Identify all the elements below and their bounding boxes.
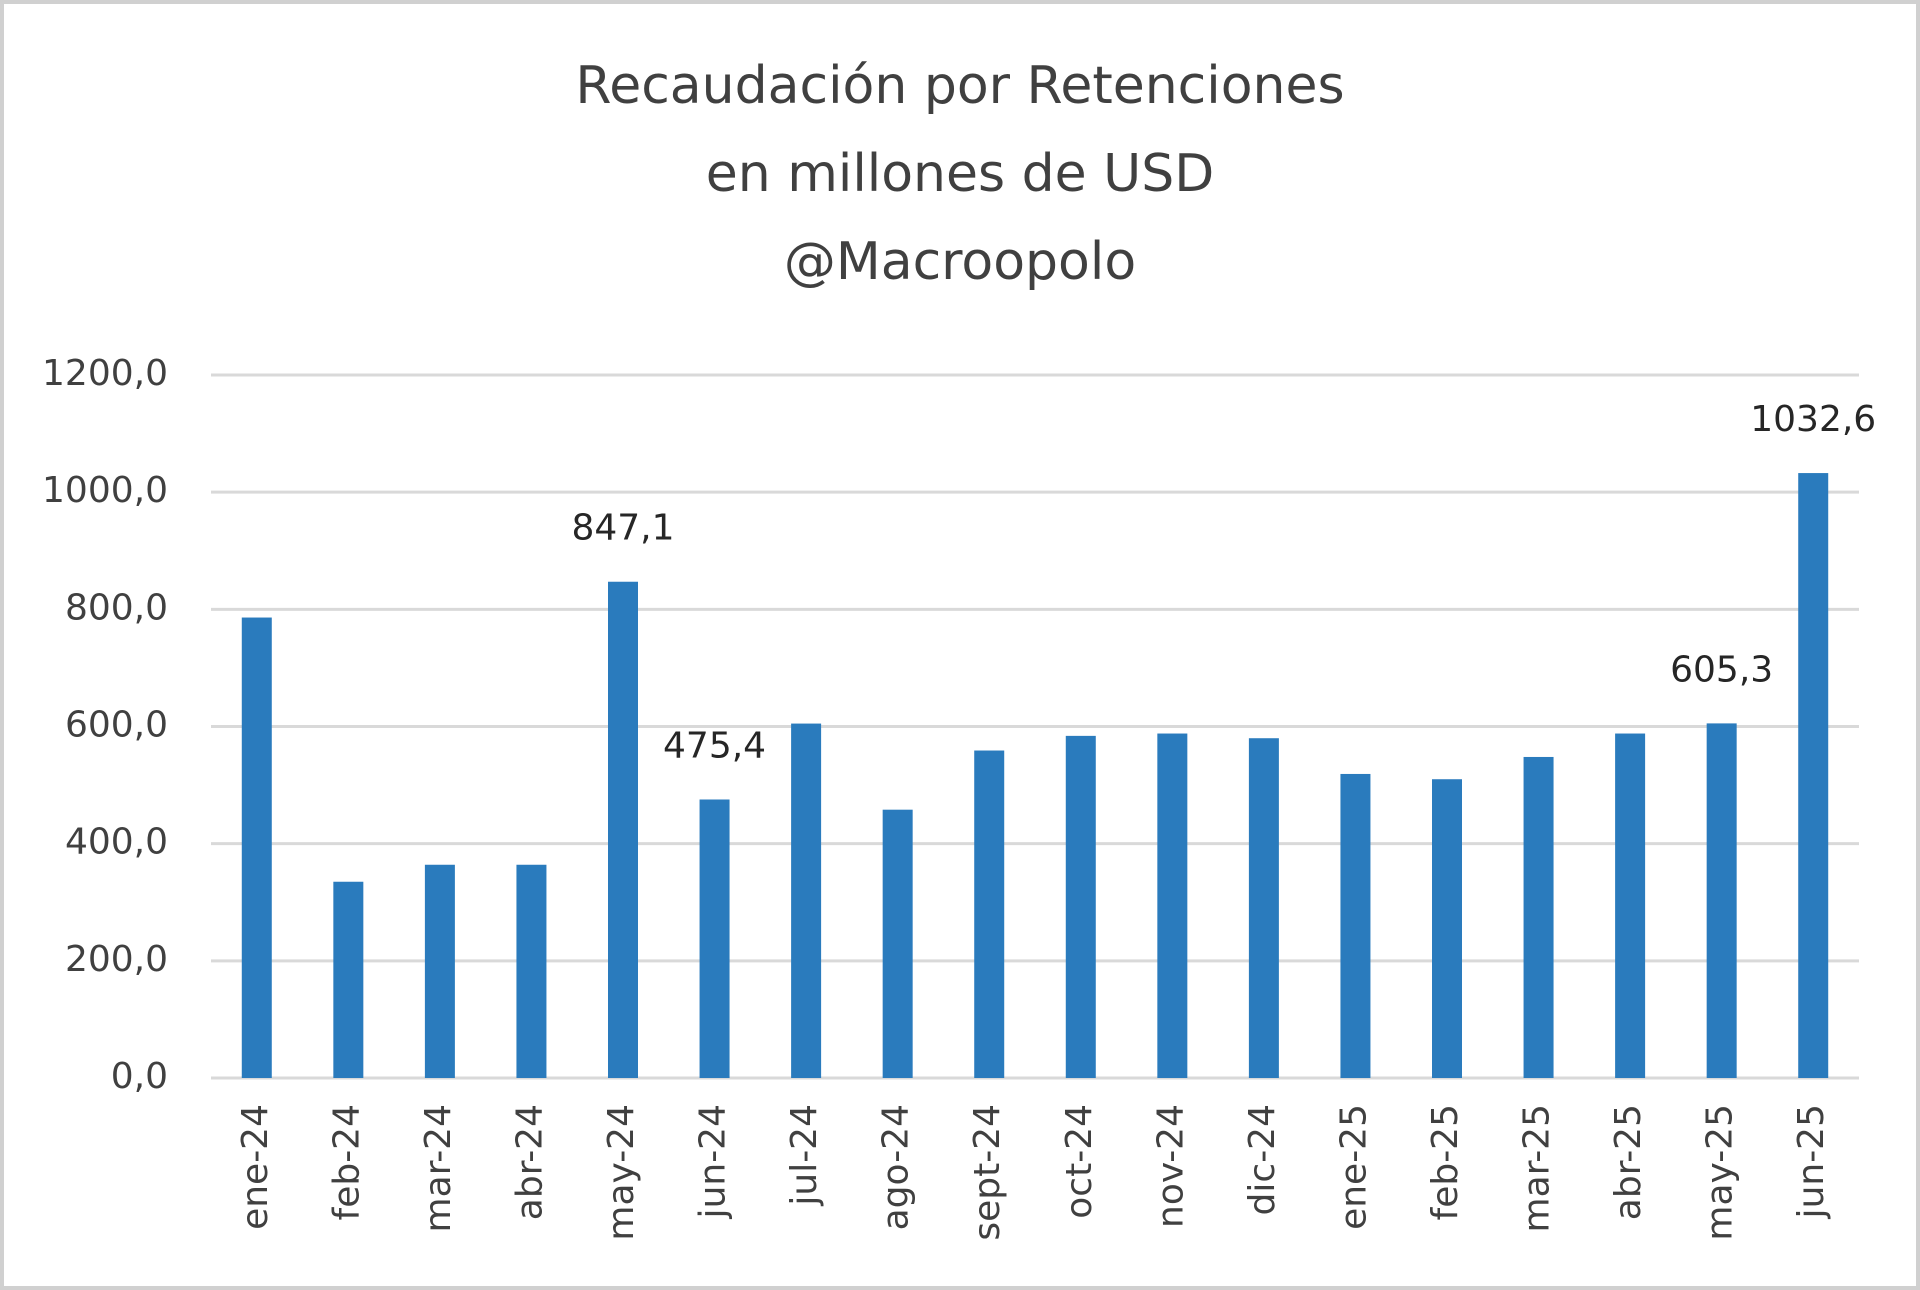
- x-tick-label: jul-24: [784, 1104, 825, 1207]
- bar: [1798, 473, 1829, 1079]
- y-tick-label: 1000,0: [42, 470, 168, 511]
- bar: [791, 723, 822, 1078]
- bar: [333, 881, 364, 1078]
- bar: [1248, 738, 1279, 1078]
- bar: [1157, 733, 1188, 1078]
- bar: [1706, 723, 1737, 1078]
- bar: [516, 864, 547, 1078]
- chart-title: en millones de USD: [706, 144, 1215, 204]
- x-tick-label: abr-25: [1608, 1104, 1649, 1220]
- bar: [424, 864, 455, 1078]
- y-tick-label: 1200,0: [42, 353, 168, 394]
- x-tick-label: feb-25: [1425, 1104, 1466, 1220]
- x-tick-label: jun-25: [1791, 1104, 1832, 1219]
- y-tick-label: 400,0: [65, 822, 168, 863]
- x-tick-label: mar-25: [1517, 1104, 1558, 1232]
- y-tick-label: 200,0: [65, 939, 168, 980]
- chart-title: @Macroopolo: [784, 232, 1136, 292]
- data-label: 605,3: [1670, 649, 1773, 690]
- x-tick-label: ene-25: [1333, 1104, 1374, 1230]
- y-tick-label: 0,0: [111, 1056, 168, 1097]
- bar: [1340, 773, 1371, 1078]
- bar: [974, 750, 1005, 1078]
- y-tick-label: 600,0: [65, 705, 168, 746]
- x-tick-label: ago-24: [876, 1104, 917, 1230]
- x-tick-label: nov-24: [1150, 1104, 1191, 1228]
- data-label: 475,4: [663, 725, 766, 766]
- bar: [1523, 756, 1554, 1078]
- bar: [1615, 733, 1646, 1078]
- x-tick-label: ene-24: [235, 1104, 276, 1230]
- x-tick-label: jun-24: [693, 1104, 734, 1219]
- x-tick-label: may-25: [1700, 1104, 1741, 1241]
- x-tick-label: feb-24: [326, 1104, 367, 1220]
- data-label: 847,1: [571, 508, 674, 549]
- bar: [241, 617, 272, 1078]
- bar: [1432, 779, 1462, 1078]
- x-tick-label: abr-24: [509, 1104, 550, 1220]
- x-tick-label: sept-24: [967, 1104, 1008, 1241]
- data-label: 1032,6: [1750, 399, 1876, 440]
- chart-title: Recaudación por Retenciones: [575, 56, 1344, 116]
- bar: [699, 799, 730, 1078]
- x-tick-label: may-24: [601, 1104, 642, 1241]
- y-tick-label: 800,0: [65, 587, 168, 628]
- x-tick-label: dic-24: [1242, 1104, 1283, 1215]
- x-tick-label: mar-24: [418, 1104, 459, 1232]
- x-tick-label: oct-24: [1059, 1104, 1100, 1219]
- bar: [882, 809, 913, 1078]
- bar: [1065, 735, 1096, 1078]
- bar: [608, 581, 638, 1078]
